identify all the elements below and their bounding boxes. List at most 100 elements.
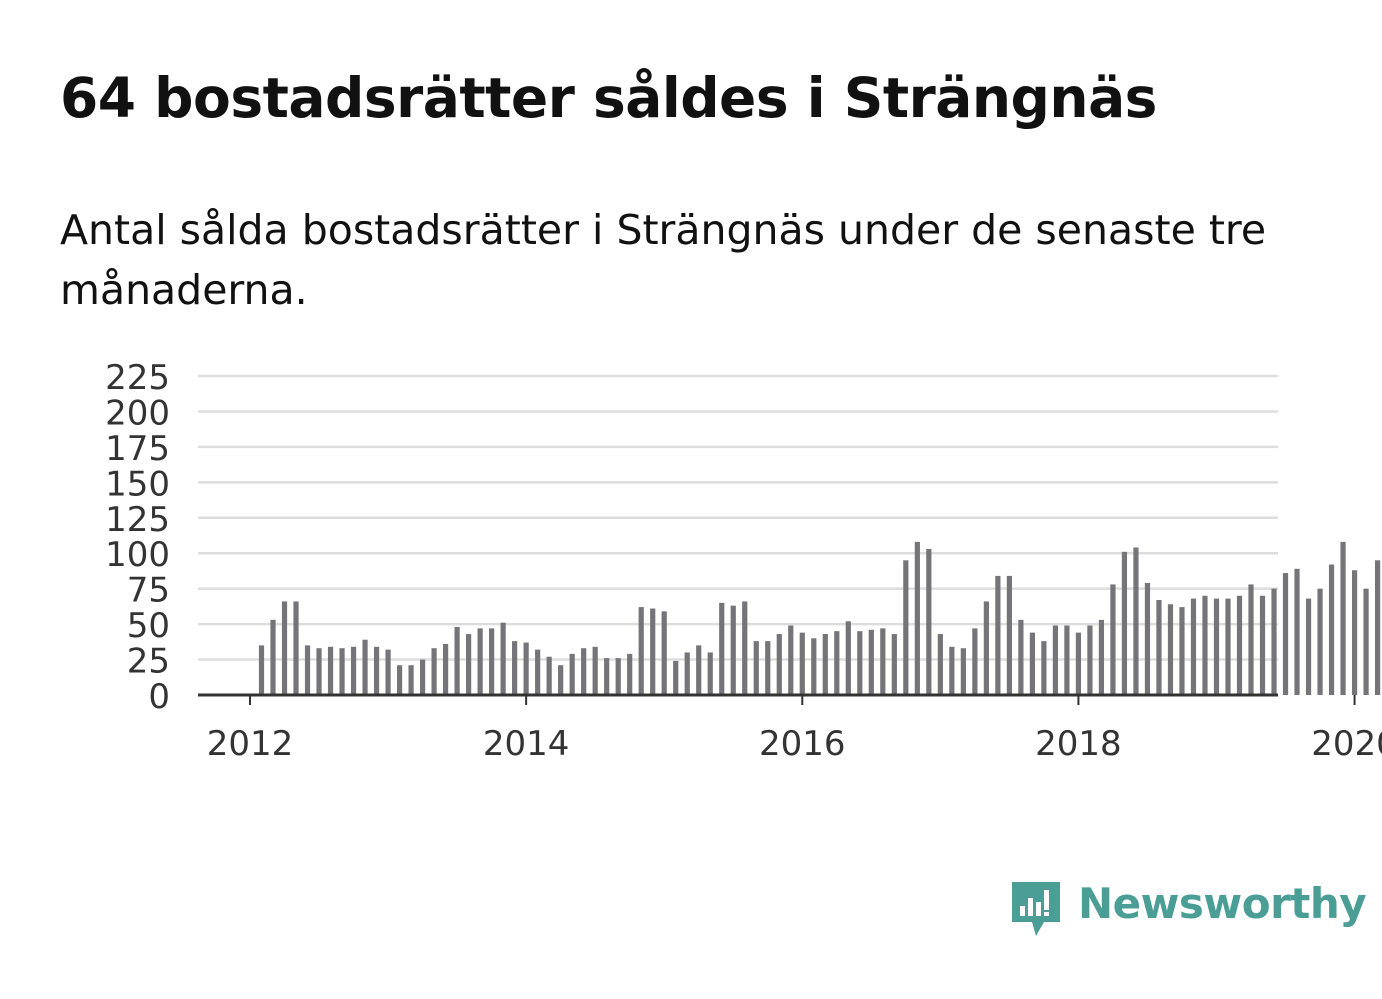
bar — [1374, 560, 1381, 695]
bar — [650, 608, 656, 695]
bar — [914, 541, 920, 695]
bar — [270, 619, 276, 695]
bar — [454, 626, 460, 695]
bar — [983, 601, 989, 695]
x-tick-label: 2012 — [207, 724, 294, 764]
bar — [891, 634, 897, 695]
bar — [1018, 619, 1024, 695]
chart-title: 64 bostadsrätter såldes i Strängnäs — [60, 66, 1157, 130]
bar — [1271, 588, 1277, 695]
bar — [1110, 584, 1116, 695]
bar — [937, 634, 943, 695]
bar — [477, 628, 483, 695]
bar — [489, 628, 495, 695]
x-tick-label: 2020 — [1311, 724, 1382, 764]
bar — [696, 645, 702, 695]
bar — [1317, 588, 1323, 695]
bar — [339, 648, 345, 695]
bar — [258, 645, 265, 695]
bar — [316, 648, 322, 695]
y-tick-label: 25 — [127, 642, 170, 682]
bar — [419, 659, 426, 695]
bar-series — [258, 541, 1381, 695]
bar — [707, 652, 713, 695]
bar — [834, 631, 840, 695]
newsworthy-logo-icon — [1012, 882, 1060, 936]
bar — [765, 641, 771, 695]
gridlines — [198, 374, 1278, 661]
bar — [293, 601, 299, 695]
bar — [799, 632, 805, 695]
bar — [1121, 551, 1128, 695]
bar — [661, 611, 667, 695]
bar — [845, 621, 851, 695]
bar — [535, 649, 541, 695]
y-tick-label: 225 — [105, 358, 170, 398]
y-tick-label: 200 — [105, 393, 170, 433]
y-tick-label: 125 — [105, 500, 170, 540]
x-axis-ticks: 20122014201620182020202220242026 — [198, 693, 1382, 764]
bar — [1052, 625, 1059, 695]
bar — [523, 642, 529, 695]
bar — [960, 648, 966, 695]
bar — [373, 646, 380, 695]
bar — [1305, 598, 1312, 695]
bar — [1006, 575, 1012, 695]
bar — [1098, 619, 1105, 695]
bar — [1156, 600, 1162, 695]
bar — [1075, 632, 1082, 695]
bar — [304, 645, 311, 695]
bar — [868, 629, 874, 695]
bar — [1213, 598, 1220, 695]
bar — [627, 653, 633, 695]
bar — [1294, 568, 1300, 695]
bar — [443, 643, 449, 695]
bar — [385, 649, 391, 695]
bar — [753, 641, 759, 695]
bar — [362, 639, 368, 695]
bar — [466, 634, 472, 695]
brand-name: Newsworthy — [1078, 879, 1367, 928]
bar — [1351, 570, 1358, 695]
bar — [1340, 541, 1346, 695]
bar — [581, 648, 587, 695]
bar — [1144, 583, 1151, 695]
bar — [1087, 625, 1093, 695]
y-tick-label: 50 — [127, 606, 170, 646]
bar — [558, 665, 564, 695]
bar — [281, 601, 288, 695]
bar — [972, 628, 978, 695]
bar — [500, 622, 506, 695]
bar — [615, 658, 621, 695]
bar — [684, 652, 690, 695]
bar — [592, 646, 598, 695]
bar — [1179, 607, 1185, 695]
y-tick-label: 175 — [105, 429, 170, 469]
x-tick-label: 2018 — [1035, 724, 1122, 764]
bar — [638, 607, 644, 695]
bar — [1328, 564, 1335, 695]
bar — [730, 605, 736, 695]
bar — [1041, 641, 1047, 695]
bar — [1064, 625, 1070, 695]
bar — [1236, 595, 1243, 695]
x-tick-label: 2016 — [759, 724, 846, 764]
newsworthy-logo: Newsworthy — [1010, 878, 1367, 940]
bar — [903, 560, 909, 695]
bar — [1029, 632, 1035, 695]
bar — [1190, 598, 1197, 695]
bar — [857, 631, 863, 695]
bar — [1363, 588, 1369, 695]
bar — [1202, 595, 1208, 695]
bar — [788, 625, 794, 695]
bar — [408, 665, 414, 695]
bar — [327, 646, 334, 695]
y-tick-label: 100 — [105, 535, 170, 575]
bar — [926, 548, 932, 695]
x-tick-label: 2014 — [483, 724, 570, 764]
bar — [995, 575, 1001, 695]
bar — [604, 658, 610, 695]
bar — [1282, 573, 1289, 695]
